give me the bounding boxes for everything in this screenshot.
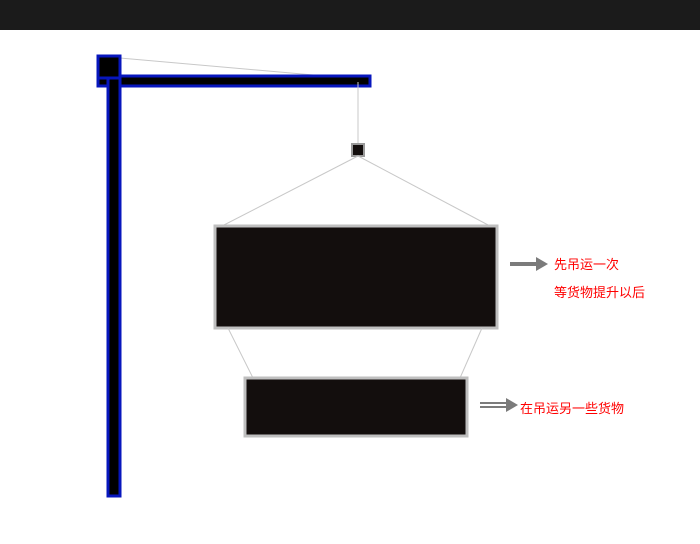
annotation-line1: 先吊运一次 xyxy=(554,254,619,273)
arrow-upper xyxy=(510,257,548,271)
crane-head-block xyxy=(98,56,120,78)
annotation-line2: 等货物提升以后 xyxy=(554,282,645,301)
load-lower xyxy=(245,378,467,436)
annotation-line3: 在吊运另一些货物 xyxy=(520,398,624,417)
sling-upper-right xyxy=(358,156,490,226)
crane-hook-block xyxy=(352,144,364,156)
arrow-lower xyxy=(480,398,518,412)
sling-upper-left xyxy=(222,156,358,226)
load-upper xyxy=(215,226,497,328)
sling-lower-left xyxy=(228,328,253,378)
diagram-canvas: 先吊运一次 等货物提升以后 在吊运另一些货物 xyxy=(0,30,700,544)
crane-jib xyxy=(98,76,370,86)
crane-mast xyxy=(108,66,120,496)
sling-lower-right xyxy=(460,328,482,378)
top-bar xyxy=(0,0,700,30)
